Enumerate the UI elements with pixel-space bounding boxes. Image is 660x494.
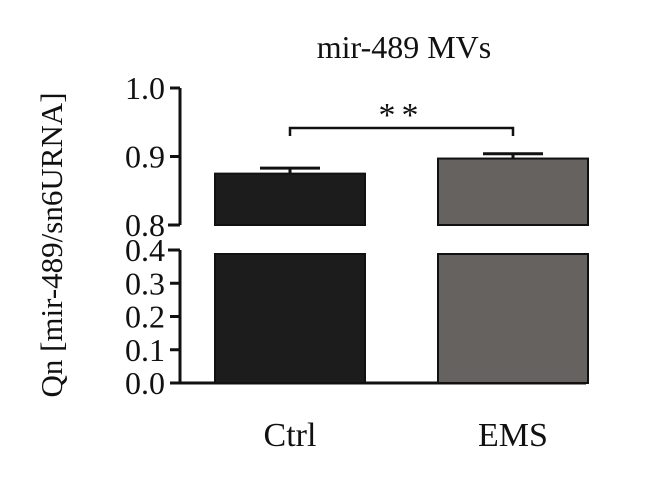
significance-label: ** [379,97,425,134]
bar-segment-lower [437,253,589,384]
y-tick-label: 0.9 [125,139,165,175]
bar-segment-upper [437,157,589,226]
y-tick-label: 0.3 [125,265,165,301]
y-tick-label: 0.8 [125,207,165,243]
y-tick-label: 1.0 [125,70,165,106]
y-tick-label: 0.1 [125,332,165,368]
x-tick-label: EMS [478,417,548,454]
significance-bracket [288,126,515,136]
y-tick-label: 0.4 [125,232,165,268]
y-tick-label: 0.2 [125,299,165,335]
y-axis-label: Qn [mir-489/sn6URNA] [34,92,69,397]
bar-segment-upper [214,172,366,226]
bar-segment-lower [214,253,366,384]
x-tick-label: Ctrl [264,417,317,454]
chart-title: mir-489 MVs [317,29,491,65]
y-tick-label: 0.0 [125,365,165,401]
plot-area: 0.8 0.9 1.0 0.00.10.20.30.4 Ctrl EMS ** [125,70,589,454]
